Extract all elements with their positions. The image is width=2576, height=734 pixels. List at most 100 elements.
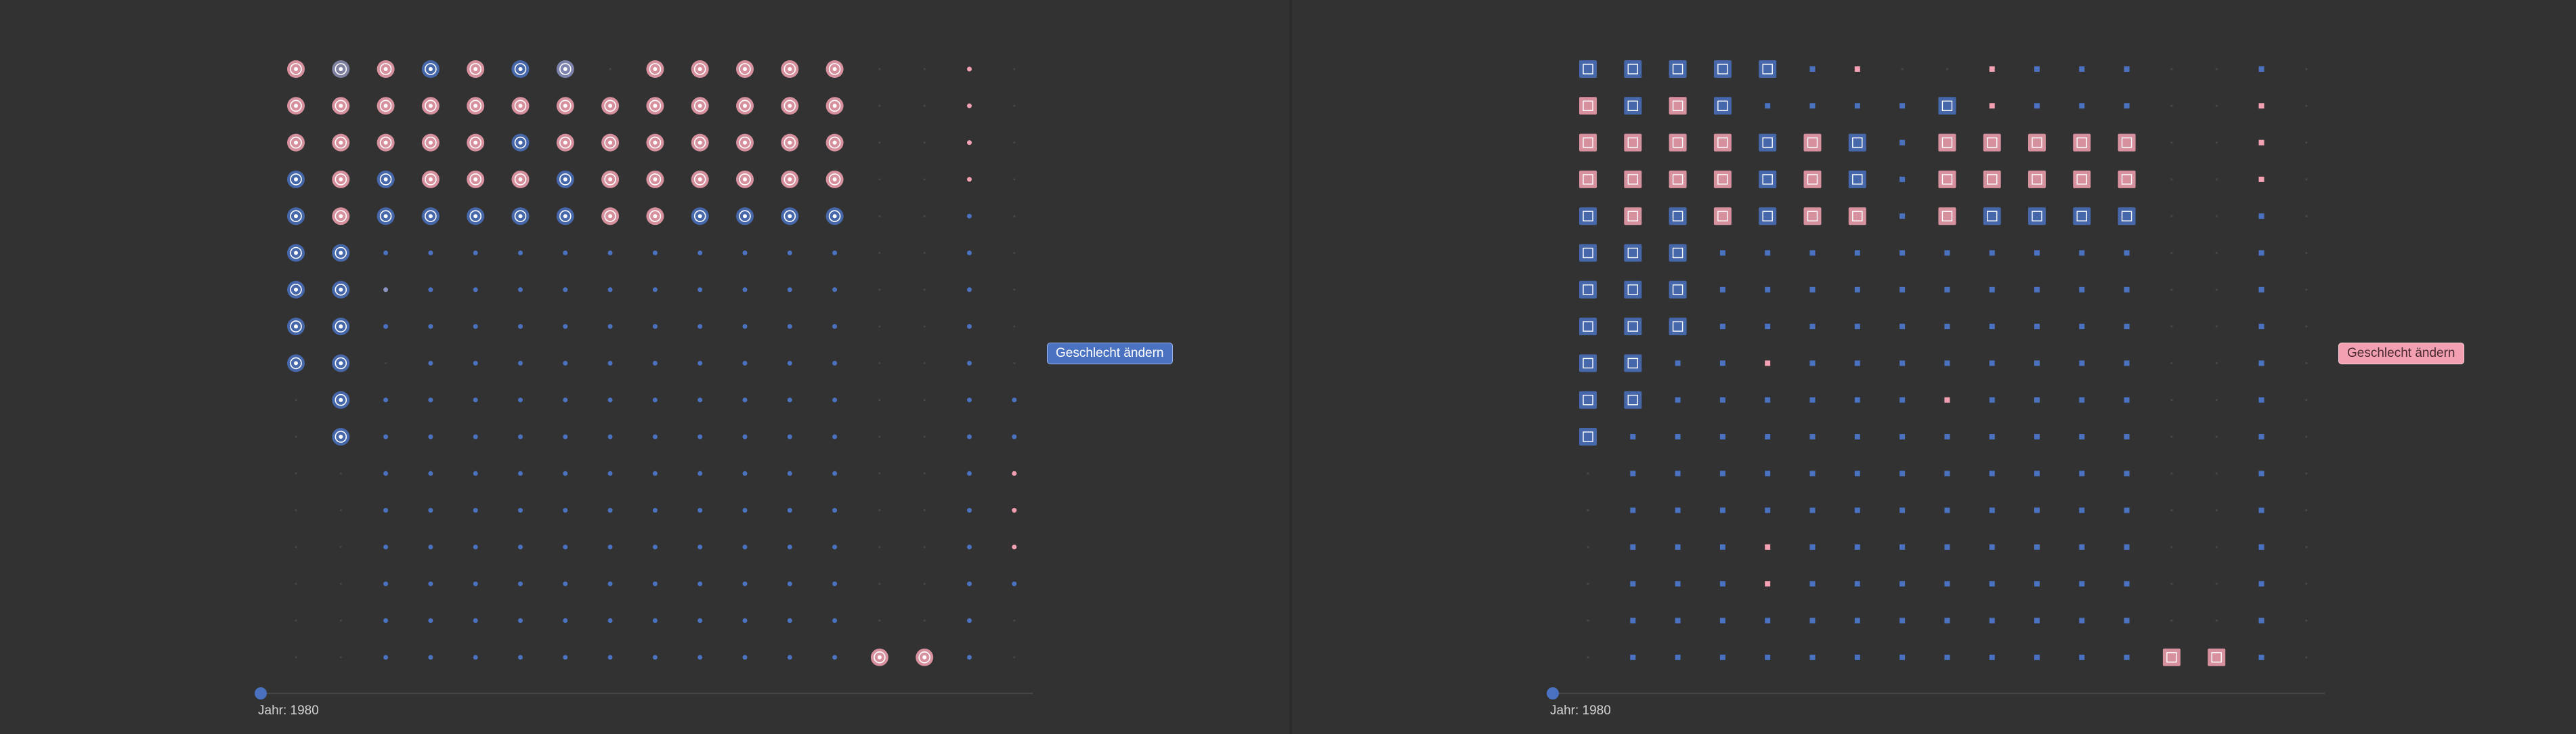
grid-mark [332, 244, 350, 262]
year-timeline-handle[interactable] [255, 687, 267, 699]
grid-mark [377, 97, 395, 115]
grid-mark [1899, 544, 1906, 550]
grid-mark [742, 434, 748, 439]
grid-mark [832, 544, 838, 550]
grid-mark [787, 544, 792, 550]
grid-mark [421, 60, 439, 78]
grid-mark [1989, 434, 1995, 439]
grid-mark [1944, 654, 1950, 660]
grid-mark [742, 581, 748, 586]
grid-mark [1579, 133, 1597, 152]
grid-mark [923, 582, 926, 585]
change-gender-button[interactable]: Geschlecht ändern [2338, 343, 2464, 364]
grid-mark [2073, 207, 2091, 225]
grid-mark [2258, 360, 2264, 366]
grid-mark [473, 655, 478, 660]
grid-mark [2215, 104, 2218, 107]
grid-mark [736, 133, 754, 152]
grid-mark [1630, 618, 1636, 624]
grid-mark [428, 397, 433, 403]
grid-mark [383, 655, 389, 660]
grid-mark [2170, 472, 2173, 475]
grid-mark [1675, 654, 1681, 660]
grid-mark [923, 178, 926, 181]
grid-mark [967, 434, 972, 439]
grid-mark [967, 103, 972, 108]
grid-mark [2305, 215, 2308, 217]
grid-mark [2258, 250, 2264, 256]
grid-mark [967, 66, 972, 72]
grid-mark [1809, 434, 1816, 439]
grid-mark [967, 618, 972, 623]
grid-mark [421, 133, 439, 152]
grid-mark [2258, 471, 2264, 477]
grid-mark [1899, 286, 1906, 293]
grid-mark [1719, 618, 1725, 624]
grid-mark [1809, 360, 1816, 366]
grid-mark [832, 287, 838, 293]
grid-mark [825, 170, 844, 188]
grid-mark [607, 434, 613, 439]
grid-mark [1899, 654, 1906, 660]
grid-mark [1630, 471, 1636, 477]
change-gender-button[interactable]: Geschlecht ändern [1047, 343, 1173, 364]
grid-mark [601, 133, 620, 152]
grid-mark [1809, 471, 1816, 477]
grid-mark [383, 508, 389, 513]
grid-mark [878, 582, 881, 585]
grid-mark [1899, 471, 1906, 477]
grid-mark [1765, 471, 1771, 477]
grid-mark [428, 508, 433, 513]
grid-mark [287, 318, 305, 336]
grid-mark [1809, 618, 1816, 624]
grid-mark [967, 177, 972, 182]
grid-mark [563, 287, 568, 293]
grid-mark [878, 546, 881, 548]
grid-mark [832, 581, 838, 586]
grid-mark [1624, 244, 1642, 262]
grid-mark [1630, 654, 1636, 660]
grid-mark [383, 544, 389, 550]
grid-mark [1013, 252, 1016, 254]
grid-mark [1899, 176, 1906, 182]
grid-mark [2305, 509, 2308, 512]
grid-mark [1809, 544, 1816, 550]
grid-mark [295, 546, 297, 548]
grid-mark [2305, 252, 2308, 254]
grid-mark [383, 324, 389, 329]
grid-mark [1669, 170, 1687, 188]
grid-mark [1809, 397, 1816, 403]
grid-mark [511, 133, 530, 152]
grid-mark [787, 618, 792, 623]
year-timeline-track[interactable] [1553, 693, 2325, 694]
grid-mark [787, 471, 792, 476]
grid-mark [646, 133, 664, 152]
grid-mark [467, 97, 485, 115]
grid-mark [697, 434, 703, 439]
grid-mark [1587, 582, 1589, 585]
year-timeline-track[interactable] [261, 693, 1033, 694]
grid-mark [923, 362, 926, 364]
grid-mark [1013, 362, 1016, 364]
grid-mark [2079, 66, 2085, 72]
grid-mark [1012, 581, 1017, 586]
year-timeline-handle[interactable] [1547, 687, 1559, 699]
grid-mark [377, 207, 395, 225]
grid-mark [1989, 471, 1995, 477]
grid-mark [787, 434, 792, 439]
grid-mark [878, 252, 881, 254]
grid-mark [1587, 656, 1589, 659]
grid-mark [1669, 207, 1687, 225]
grid-mark [473, 508, 478, 513]
grid-mark [556, 97, 574, 115]
grid-mark [295, 399, 297, 402]
grid-mark [2170, 362, 2173, 364]
grid-mark [923, 509, 926, 512]
grid-mark [1803, 170, 1822, 188]
grid-mark [967, 324, 972, 329]
grid-mark [691, 133, 709, 152]
grid-mark [2028, 133, 2046, 152]
grid-mark [295, 620, 297, 622]
grid-mark [332, 60, 350, 78]
grid-mark [2034, 471, 2040, 477]
